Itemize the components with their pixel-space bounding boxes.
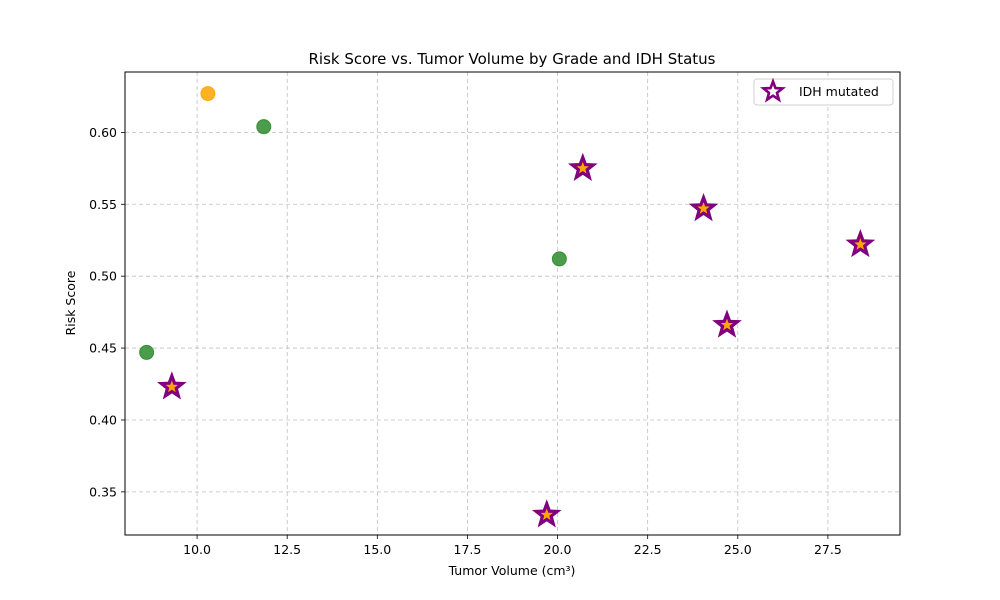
- y-axis-ticks: 0.35 0.40 0.45 0.50 0.55 0.60: [89, 125, 125, 499]
- legend-box: [753, 78, 894, 106]
- data-points: [139, 86, 876, 528]
- x-tick-label: 10.0: [183, 542, 211, 557]
- y-axis-label: Risk Score: [63, 270, 78, 335]
- x-tick-label: 25.0: [724, 542, 752, 557]
- circle-point: [256, 119, 272, 135]
- y-tick-label: 0.50: [89, 269, 117, 284]
- y-tick-label: 0.40: [89, 412, 117, 427]
- legend-star-marker: [759, 77, 787, 103]
- star-point: [531, 499, 562, 528]
- x-tick-label: 17.5: [454, 542, 482, 557]
- star-point: [712, 309, 742, 338]
- x-axis-ticks: 10.0 12.5 15.0 17.5 20.0 22.5 25.0 27.5: [183, 535, 842, 557]
- plot-frame: [124, 71, 901, 536]
- x-tick-label: 20.0: [544, 542, 572, 557]
- x-tick-label: 12.5: [273, 542, 301, 557]
- star-point: [567, 152, 598, 181]
- star-point: [157, 371, 187, 400]
- star-point: [845, 228, 876, 258]
- x-tick-label: 22.5: [634, 542, 662, 557]
- star-point: [688, 193, 719, 222]
- x-axis-label: Tumor Volume (cm³): [448, 563, 576, 578]
- y-tick-label: 0.45: [89, 341, 117, 356]
- circle-point: [139, 344, 155, 360]
- x-tick-label: 15.0: [363, 542, 391, 557]
- circle-point: [551, 251, 567, 267]
- circle-point: [200, 86, 216, 102]
- y-tick-label: 0.55: [89, 197, 117, 212]
- grid-lines: [125, 72, 900, 535]
- y-tick-label: 0.60: [89, 125, 117, 140]
- legend: IDH mutated: [753, 77, 894, 106]
- y-tick-label: 0.35: [89, 484, 117, 499]
- legend-star-icon: [759, 77, 787, 103]
- x-tick-label: 27.5: [814, 542, 842, 557]
- legend-label-idh-mutated: IDH mutated: [799, 84, 879, 99]
- chart-title: Risk Score vs. Tumor Volume by Grade and…: [308, 50, 715, 68]
